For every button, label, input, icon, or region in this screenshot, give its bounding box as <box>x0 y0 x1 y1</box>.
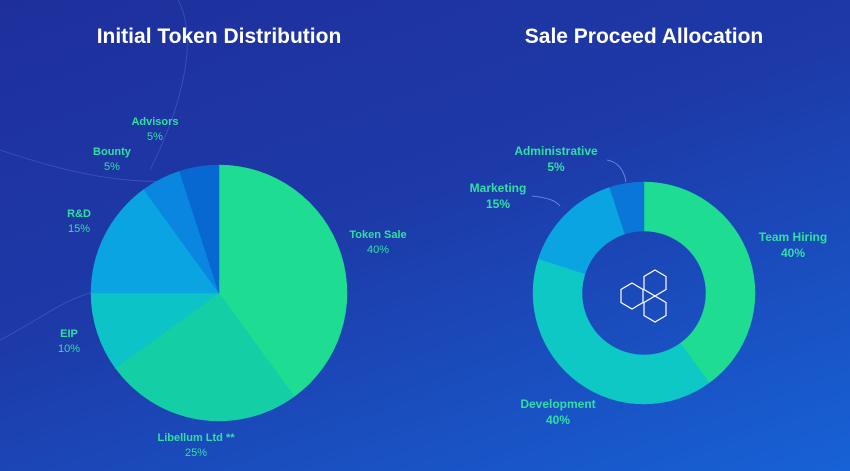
slice-advisors <box>179 164 220 294</box>
percent-libellum-ltd: 25% <box>185 447 207 459</box>
label-r-d: R&D <box>67 208 91 220</box>
percent-advisors: 5% <box>147 131 163 143</box>
percent-team-hiring: 40% <box>781 246 805 260</box>
label-bounty: Bounty <box>93 146 132 158</box>
slice-r-d <box>90 189 220 294</box>
slice-eip <box>90 292 220 369</box>
slice-development <box>532 258 710 405</box>
label-libellum-ltd: Libellum Ltd ** <box>158 432 236 444</box>
leader-line-marketing <box>531 195 561 207</box>
percent-development: 40% <box>546 413 570 427</box>
slice-administrative <box>609 181 645 235</box>
chart-1-title: Initial Token Distribution <box>97 25 342 48</box>
slice-libellum-ltd <box>115 292 295 422</box>
slice-token-sale <box>218 164 348 397</box>
token-distribution-pie <box>90 164 348 422</box>
token-distribution-labels: Token Sale 40% Libellum Ltd ** 25% EIP 10% R&D… <box>58 116 407 459</box>
slice-team-hiring <box>643 181 756 384</box>
label-development: Development <box>520 397 595 411</box>
chart-2-title: Sale Proceed Allocation <box>525 25 763 48</box>
hexagon-cluster-icon <box>620 269 667 323</box>
percent-marketing: 15% <box>486 197 510 211</box>
leader-line-administrative <box>606 159 627 183</box>
sale-allocation-donut <box>532 181 756 405</box>
percent-token-sale: 40% <box>367 244 389 256</box>
label-administrative: Administrative <box>514 144 598 158</box>
label-advisors: Advisors <box>131 116 178 128</box>
sale-allocation-labels: Team Hiring 40% Development 40% Marketing 15%… <box>470 144 828 427</box>
percent-administrative: 5% <box>547 160 565 174</box>
label-eip: EIP <box>60 328 78 340</box>
percent-r-d: 15% <box>68 223 90 235</box>
label-team-hiring: Team Hiring <box>759 230 827 244</box>
label-marketing: Marketing <box>470 181 527 195</box>
percent-eip: 10% <box>58 343 80 355</box>
percent-bounty: 5% <box>104 161 120 173</box>
label-token-sale: Token Sale <box>349 229 406 241</box>
